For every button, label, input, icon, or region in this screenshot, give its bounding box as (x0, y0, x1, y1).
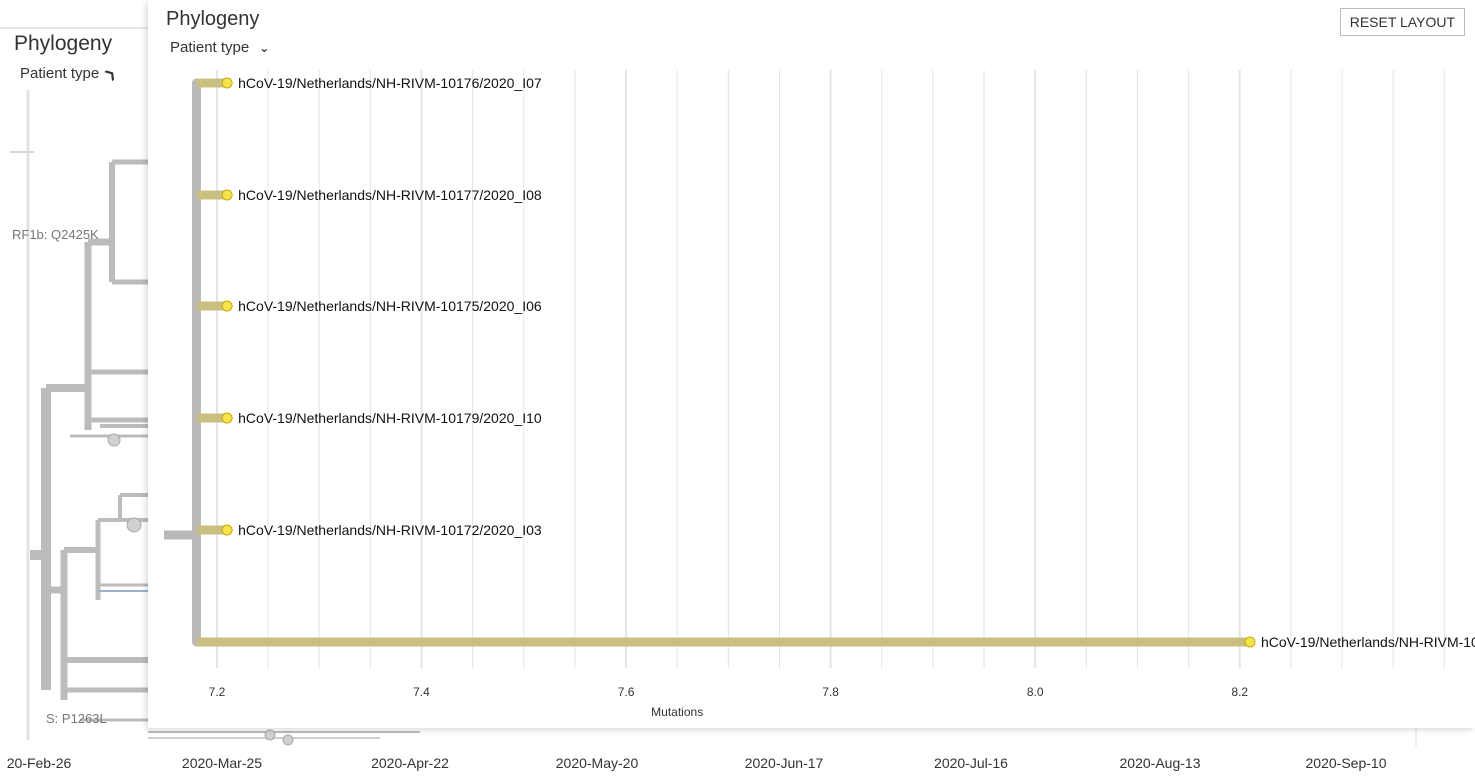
date-axis-label: 2020-Aug-13 (1119, 755, 1201, 771)
tip-node[interactable] (221, 412, 233, 424)
tip-node[interactable] (1244, 636, 1256, 648)
tip-node[interactable] (221, 524, 233, 536)
phylogeny-panel: hCoV-19/Netherlands/NH-RIVM-10176/2020_I… (148, 0, 1475, 728)
tip-label: hCoV-19/Netherlands/NH-RIVM-10179/2020_I… (238, 410, 542, 426)
x-axis: 7.2 7.4 7.6 7.8 8.0 8.2 Mutations (209, 685, 1249, 719)
x-tick-label: 8.0 (1027, 685, 1044, 699)
branch-label-orf1b: RF1b: Q2425K (12, 227, 99, 242)
grid-lines (215, 70, 1445, 668)
color-by-dropdown[interactable]: Patient type ⌄ (170, 39, 269, 56)
date-axis-label: 2020-Jul-16 (934, 755, 1008, 771)
color-by-label: Patient type (170, 39, 250, 56)
x-tick-label: 7.4 (413, 685, 430, 699)
x-tick-label: 7.2 (209, 685, 226, 699)
phylogeny-chart[interactable]: hCoV-19/Netherlands/NH-RIVM-10176/2020_I… (148, 0, 1475, 728)
tip-label: hCoV-19/Netherlands/NH-RIVM-10176/2020_I… (238, 75, 542, 91)
tree-tips: hCoV-19/Netherlands/NH-RIVM-10176/2020_I… (221, 75, 1475, 650)
date-axis-label: 2020-Sep-10 (1305, 755, 1387, 771)
x-axis-title: Mutations (651, 705, 703, 719)
x-tick-label: 7.8 (822, 685, 839, 699)
chevron-down-icon: ⌄ (259, 41, 270, 55)
background-panel-title: Phylogeny (14, 32, 113, 55)
tip-label: hCoV-19/Netherlands/NH-RIVM-10177/2020_I… (238, 187, 542, 203)
date-axis-label: 20-Feb-26 (6, 755, 72, 771)
x-tick-label: 8.2 (1231, 685, 1248, 699)
background-color-by-label: Patient type (20, 65, 100, 82)
date-axis-label: 2020-May-20 (555, 755, 639, 771)
panel-title: Phylogeny (166, 8, 260, 30)
date-axis-label: 2020-Apr-22 (371, 755, 449, 771)
tip-node[interactable] (221, 300, 233, 312)
tree-branches (164, 78, 1250, 647)
tip-label: hCoV-19/Netherlands/NH-RIVM-10173/2020_I… (1261, 634, 1475, 650)
date-axis-label: 2020-Jun-17 (744, 755, 824, 771)
tip-node[interactable] (221, 77, 233, 89)
branch-label-spike: S: P1263L (46, 711, 107, 726)
tip-label: hCoV-19/Netherlands/NH-RIVM-10175/2020_I… (238, 298, 542, 314)
reset-layout-button[interactable]: RESET LAYOUT (1339, 8, 1465, 36)
tip-label: hCoV-19/Netherlands/NH-RIVM-10172/2020_I… (238, 522, 542, 538)
background-color-by-dropdown[interactable]: Patient type ❯ (20, 65, 119, 83)
date-axis-label: 2020-Mar-25 (181, 755, 263, 771)
tip-node[interactable] (221, 189, 233, 201)
x-tick-label: 7.6 (618, 685, 635, 699)
